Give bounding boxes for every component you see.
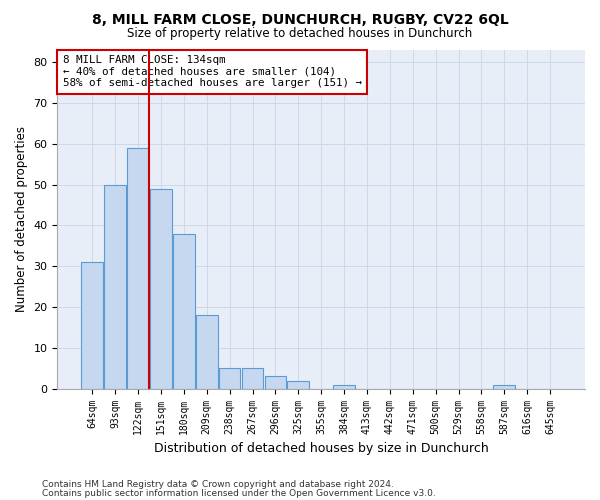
Bar <box>104 184 126 388</box>
Bar <box>196 315 218 388</box>
Text: 8 MILL FARM CLOSE: 134sqm
← 40% of detached houses are smaller (104)
58% of semi: 8 MILL FARM CLOSE: 134sqm ← 40% of detac… <box>62 55 362 88</box>
Text: Contains HM Land Registry data © Crown copyright and database right 2024.: Contains HM Land Registry data © Crown c… <box>42 480 394 489</box>
Text: Size of property relative to detached houses in Dunchurch: Size of property relative to detached ho… <box>127 28 473 40</box>
Bar <box>265 376 286 388</box>
Bar <box>333 384 355 388</box>
X-axis label: Distribution of detached houses by size in Dunchurch: Distribution of detached houses by size … <box>154 442 488 455</box>
Y-axis label: Number of detached properties: Number of detached properties <box>15 126 28 312</box>
Text: 8, MILL FARM CLOSE, DUNCHURCH, RUGBY, CV22 6QL: 8, MILL FARM CLOSE, DUNCHURCH, RUGBY, CV… <box>92 12 508 26</box>
Bar <box>82 262 103 388</box>
Text: Contains public sector information licensed under the Open Government Licence v3: Contains public sector information licen… <box>42 488 436 498</box>
Bar <box>219 368 241 388</box>
Bar <box>127 148 149 388</box>
Bar <box>150 188 172 388</box>
Bar <box>287 380 309 388</box>
Bar <box>493 384 515 388</box>
Bar <box>173 234 195 388</box>
Bar <box>242 368 263 388</box>
